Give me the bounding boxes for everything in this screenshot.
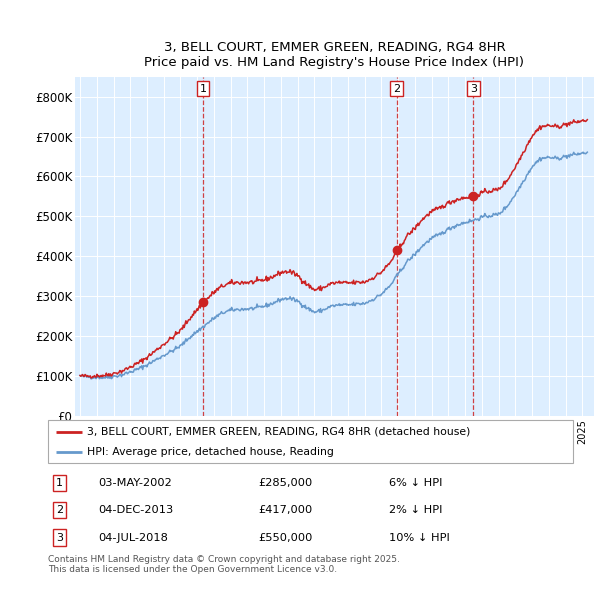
Text: 3: 3 bbox=[470, 84, 477, 94]
Text: 04-JUL-2018: 04-JUL-2018 bbox=[98, 533, 168, 543]
Text: £550,000: £550,000 bbox=[258, 533, 313, 543]
Text: 2% ↓ HPI: 2% ↓ HPI bbox=[389, 506, 443, 515]
Text: 3: 3 bbox=[56, 533, 63, 543]
Text: 03-MAY-2002: 03-MAY-2002 bbox=[98, 478, 172, 488]
Text: 1: 1 bbox=[199, 84, 206, 94]
Text: 10% ↓ HPI: 10% ↓ HPI bbox=[389, 533, 450, 543]
Text: £417,000: £417,000 bbox=[258, 506, 312, 515]
Text: 3, BELL COURT, EMMER GREEN, READING, RG4 8HR (detached house): 3, BELL COURT, EMMER GREEN, READING, RG4… bbox=[88, 427, 471, 437]
Text: 1: 1 bbox=[56, 478, 63, 488]
Title: 3, BELL COURT, EMMER GREEN, READING, RG4 8HR
Price paid vs. HM Land Registry's H: 3, BELL COURT, EMMER GREEN, READING, RG4… bbox=[145, 41, 524, 68]
Text: Contains HM Land Registry data © Crown copyright and database right 2025.
This d: Contains HM Land Registry data © Crown c… bbox=[48, 555, 400, 574]
Text: 2: 2 bbox=[56, 506, 63, 515]
Text: 6% ↓ HPI: 6% ↓ HPI bbox=[389, 478, 443, 488]
Text: £285,000: £285,000 bbox=[258, 478, 312, 488]
Text: 04-DEC-2013: 04-DEC-2013 bbox=[98, 506, 173, 515]
Text: HPI: Average price, detached house, Reading: HPI: Average price, detached house, Read… bbox=[88, 447, 334, 457]
Text: 2: 2 bbox=[393, 84, 400, 94]
